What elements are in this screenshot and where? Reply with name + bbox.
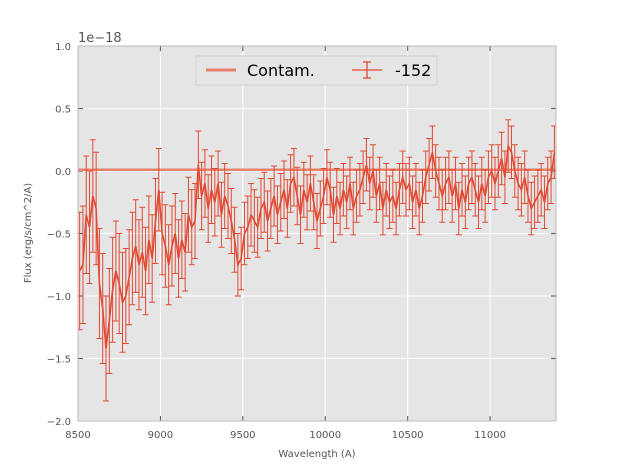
y-tick-label: −1.0: [47, 292, 71, 303]
x-tick-labels: 8500 9000 9500 10000 10500 11000: [65, 430, 506, 441]
x-tick-label: 10500: [392, 430, 424, 441]
y-tick-label: −1.5: [47, 355, 71, 366]
y-axis-label: Flux (erg/s/cm^2/A): [23, 183, 34, 283]
x-tick-label: 11000: [474, 430, 506, 441]
x-tick-label: 9500: [230, 430, 255, 441]
y-tick-labels: −2.0 −1.5 −1.0 −0.5 0.0 0.5 1.0: [47, 42, 71, 428]
x-tick-label: 10000: [309, 430, 341, 441]
legend: Contam. -152: [195, 55, 438, 86]
series-layer: [78, 119, 556, 402]
flux-series-line: [78, 143, 556, 349]
legend-contam-label: Contam.: [247, 61, 315, 80]
y-tick-label: 0.0: [55, 167, 71, 178]
plot-border: [77, 45, 557, 422]
y-offset-label: 1e−18: [78, 31, 122, 46]
y-tick-label: 0.5: [55, 105, 71, 116]
y-tick-label: −2.0: [47, 417, 71, 428]
x-axis-label: Wavelength (A): [278, 449, 355, 460]
legend-errorbar-swatch: [352, 61, 382, 79]
x-tick-label: 9000: [148, 430, 173, 441]
y-tick-label: 1.0: [55, 42, 71, 53]
x-tick-label: 8500: [65, 430, 90, 441]
legend-series-label: -152: [395, 61, 431, 80]
legend-box: [195, 55, 438, 86]
y-tick-label: −0.5: [47, 230, 71, 241]
